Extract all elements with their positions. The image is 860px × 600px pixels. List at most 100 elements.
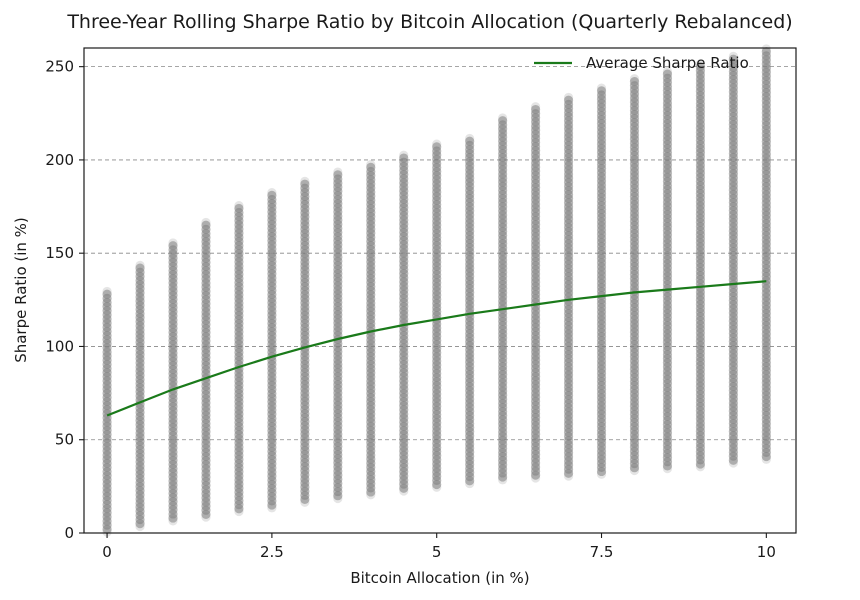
scatter-point — [761, 44, 771, 54]
scatter-point — [267, 190, 277, 200]
scatter-column — [201, 217, 211, 522]
scatter-point — [629, 74, 640, 84]
scatter-point — [695, 59, 706, 69]
scatter-point — [498, 475, 508, 485]
y-axis-label: Sharpe Ratio (in %) — [12, 217, 30, 363]
scatter-point — [695, 462, 706, 472]
scatter-column — [135, 260, 145, 532]
scatter-point — [333, 493, 343, 504]
x-tick-label: 2.5 — [260, 543, 284, 561]
scatter-column — [267, 187, 277, 513]
scatter-point — [596, 83, 607, 93]
scatter-point — [333, 170, 343, 180]
scatter-point — [135, 521, 145, 532]
scatter-point — [234, 203, 244, 214]
scatter-point — [563, 92, 574, 103]
scatter-point — [102, 527, 112, 537]
scatter-column — [300, 176, 310, 507]
y-tick-label: 250 — [45, 58, 74, 76]
scatter-points — [102, 44, 771, 537]
scatter-point — [761, 454, 771, 464]
y-tick-label: 0 — [64, 524, 74, 542]
scatter-point — [366, 490, 376, 500]
legend: Average Sharpe Ratio — [534, 54, 749, 72]
scatter-column — [629, 74, 640, 476]
x-tick-label: 7.5 — [590, 543, 614, 561]
scatter-point — [530, 473, 541, 483]
scatter-point — [399, 153, 409, 163]
chart-title: Three-Year Rolling Sharpe Ratio by Bitco… — [66, 11, 792, 33]
average-sharpe-line — [106, 280, 767, 417]
scatter-column — [333, 167, 343, 504]
scatter-point — [366, 159, 376, 170]
scatter-point — [465, 133, 475, 144]
scatter-column — [761, 44, 771, 464]
scatter-point — [695, 62, 706, 72]
scatter-point — [102, 289, 112, 299]
scatter-point — [662, 66, 673, 76]
scatter-point — [530, 104, 541, 115]
x-axis-label: Bitcoin Allocation (in %) — [350, 569, 529, 587]
scatter-point — [366, 162, 376, 172]
scatter-point — [728, 51, 738, 61]
scatter-point — [432, 139, 442, 149]
y-tick-label: 200 — [45, 151, 74, 169]
legend-label: Average Sharpe Ratio — [586, 54, 749, 72]
scatter-column — [399, 150, 409, 496]
scatter-point — [135, 263, 145, 273]
plot-frame — [83, 47, 797, 534]
scatter-point — [728, 458, 738, 468]
scatter-point — [530, 102, 541, 112]
scatter-point — [563, 95, 574, 105]
scatter-point — [498, 116, 508, 126]
scatter-column — [234, 201, 244, 517]
scatter-column — [465, 133, 475, 489]
scatter-column — [695, 59, 706, 472]
scatter-column — [596, 83, 607, 479]
y-tick-label: 50 — [55, 431, 74, 449]
scatter-point — [596, 469, 607, 479]
scatter-point — [135, 260, 145, 270]
scatter-point — [201, 220, 211, 230]
scatter-column — [168, 238, 178, 526]
average-line-layer — [106, 280, 767, 417]
scatter-column — [728, 51, 738, 468]
scatter-column — [432, 139, 442, 492]
scatter-point — [563, 471, 574, 481]
scatter-point — [399, 150, 409, 160]
scatter-point — [465, 136, 475, 146]
scatter-point — [662, 69, 673, 79]
scatter-point — [728, 54, 738, 64]
scatter-point — [168, 238, 178, 248]
y-tick-label: 100 — [45, 337, 74, 355]
scatter-point — [498, 113, 508, 123]
scatter-point — [432, 482, 442, 492]
scatter-column — [530, 102, 541, 483]
scatter-column — [498, 113, 508, 485]
scatter-point — [629, 465, 640, 476]
scatter-point — [201, 217, 211, 228]
scatter-column — [102, 286, 112, 537]
scatter-point — [662, 464, 673, 474]
x-tick-label: 5 — [432, 543, 442, 561]
scatter-point — [629, 76, 640, 87]
scatter-point — [102, 286, 112, 297]
scatter-point — [234, 506, 244, 517]
scatter-point — [267, 503, 277, 513]
scatter-point — [168, 241, 178, 251]
scatter-column — [662, 66, 673, 474]
scatter-point — [300, 176, 310, 186]
scatter-point — [333, 167, 343, 177]
scatter-column — [366, 159, 376, 500]
x-tick-label: 0 — [102, 543, 112, 561]
y-tick-label: 150 — [45, 244, 74, 262]
scatter-point — [596, 86, 607, 96]
scatter-point — [234, 201, 244, 211]
scatter-point — [300, 179, 310, 189]
scatter-point — [201, 512, 211, 522]
scatter-point — [465, 478, 475, 489]
scatter-point — [399, 486, 409, 496]
scatter-point — [300, 497, 310, 507]
scatter-point — [432, 142, 442, 152]
x-tick-label: 10 — [757, 543, 776, 561]
